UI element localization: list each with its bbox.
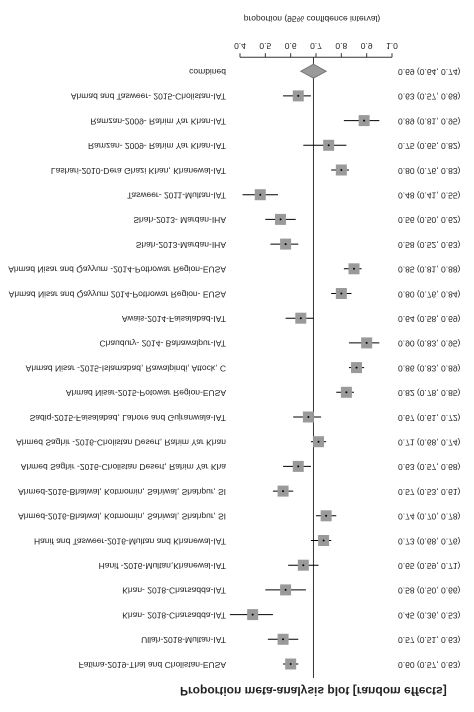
study-label: Shah-2013-Mardan-IHA — [136, 240, 227, 250]
estimate-dot — [355, 366, 358, 369]
study-label: Khan- 2018-Charsadda-IAT — [122, 586, 226, 596]
x-tick-label: 0.5 — [259, 41, 271, 51]
ci-label: 0.48 (0.41, 0.55) — [398, 190, 461, 200]
estimate-dot — [297, 94, 300, 97]
study-label: Chaudury- 2014- Bahawalpur-IAT — [100, 339, 226, 349]
study-label: Shah-2013- Mardan-IHA — [133, 215, 226, 225]
ci-label: 0.57 (0.51, 0.63) — [398, 635, 461, 645]
ci-label: 0.80 (0.76, 0.83) — [398, 166, 461, 176]
chart-title: Proportion meta-analysis plot [random ef… — [180, 684, 447, 698]
estimate-dot — [340, 292, 343, 295]
estimate-dot — [284, 243, 287, 246]
study-label: Ahmed Saghir -2016-Cholistan Desert, Rah… — [21, 462, 226, 472]
study-label: Ahmad and Tasweer- 2015-Cholistan-IAT — [71, 92, 226, 102]
ci-label: 0.45 (0.36, 0.53) — [398, 610, 461, 620]
estimate-dot — [299, 317, 302, 320]
x-tick-label: 0.6 — [285, 41, 297, 51]
estimate-dot — [282, 490, 285, 493]
study-label: Hanif and Tasweer-2016-Multan and Khanew… — [34, 536, 226, 546]
ci-label: 0.90 (0.83, 0.95) — [398, 339, 461, 349]
study-label: Khan- 2018-Charsadda-IAT — [122, 610, 226, 620]
ci-label: 0.74 (0.70, 0.78) — [398, 512, 461, 522]
ci-label: 0.73 (0.68, 0.76) — [398, 536, 461, 546]
ci-label: 0.86 (0.83, 0.89) — [398, 363, 461, 373]
combined-diamond — [299, 63, 328, 79]
study-label: Sadiq-2015-Faisalabad, Lahore and Gujran… — [30, 413, 226, 423]
estimate-dot — [302, 564, 305, 567]
estimate-dot — [345, 391, 348, 394]
study-label: Ahmad Nisar -2015-Islamabad, Rawalpindi,… — [26, 363, 226, 373]
ci-label: 0.58 (0.50, 0.66) — [398, 586, 461, 596]
study-label: Ahmed Saghir -2016-Cholistan Desert, Rah… — [16, 437, 226, 447]
x-tick-label: 1.0 — [386, 41, 398, 51]
study-label: Ahmed-2016-Bhalwal, Kotmomin, Sahiwal, S… — [18, 487, 226, 497]
estimate-dot — [327, 144, 330, 147]
estimate-dot — [325, 514, 328, 517]
estimate-dot — [251, 613, 254, 616]
ci-label: 0.89 (0.81, 0.95) — [398, 116, 461, 126]
estimate-dot — [284, 588, 287, 591]
ci-label: 0.82 (0.78, 0.85) — [398, 388, 461, 398]
study-label: Ahmed-2016-Bhalwal, Kotmomin, Sahiwal, S… — [18, 512, 226, 522]
estimate-dot — [317, 440, 320, 443]
ci-label: 0.63 (0.57, 0.68) — [398, 92, 461, 102]
study-label: Ahmad Nisar and Qayyum -2014-Pothowar Re… — [8, 265, 226, 275]
estimate-dot — [353, 267, 355, 270]
estimate-dot — [365, 341, 368, 344]
estimate-dot — [297, 465, 300, 468]
study-label: Fatima-2019-Thal and Cholistan-EUSA — [79, 660, 227, 670]
study-label: Ramzan- 2009- Rahim Yar Khan-IAT — [88, 141, 226, 151]
ci-label: 0.80 (0.76, 0.84) — [398, 289, 461, 299]
ci-label: 0.75 (0.65, 0.82) — [398, 141, 461, 151]
x-tick-label: 0.8 — [335, 41, 347, 51]
ci-label: 0.56 (0.50, 0.62) — [398, 215, 461, 225]
ci-label: 0.67 (0.61, 0.72) — [398, 413, 461, 423]
ci-label: 0.71 (0.68, 0.74) — [398, 437, 461, 447]
estimate-dot — [322, 539, 325, 542]
x-axis-label: proportion (95% confidence interval) — [244, 14, 381, 24]
study-label: Ramzan-2009- Rahim Yar Khan-IAT — [90, 116, 226, 126]
combined-ci-label: 0.69 (0.64, 0.74) — [398, 67, 461, 77]
study-label: Tasweer- 2011-Multan-IAT — [127, 190, 226, 200]
ci-label: 0.64 (0.58, 0.69) — [398, 314, 461, 324]
estimate-dot — [279, 218, 282, 221]
estimate-dot — [307, 416, 310, 418]
ci-label: 0.65 (0.59, 0.71) — [398, 561, 461, 571]
ci-label: 0.63 (0.57, 0.68) — [398, 462, 461, 472]
x-tick-label: 0.9 — [361, 41, 373, 51]
x-tick-label: 0.4 — [234, 41, 246, 51]
ci-label: 0.58 (0.52, 0.63) — [398, 240, 461, 250]
ci-label: 0.85 (0.81, 0.88) — [398, 265, 461, 275]
ci-label: 0.60 (0.57, 0.63) — [398, 660, 461, 670]
estimate-dot — [340, 169, 343, 171]
study-label: Awais-2014-Faisalabad-IAT — [122, 314, 226, 324]
study-label: Ahmad Nisar and Qayyum 2014-Pothowar Reg… — [9, 289, 227, 299]
study-label: Ahmad Nisar-2015-Potowar Region-EUSA — [66, 388, 226, 398]
study-label: Ullah-2018-Multan-IAT — [141, 635, 226, 645]
estimate-dot — [363, 119, 366, 122]
estimate-dot — [289, 663, 292, 665]
study-label: Lashari-2010-Dera Ghazi Khan, Khanewal-I… — [51, 166, 226, 176]
estimate-dot — [282, 638, 285, 641]
x-tick-label: 0.7 — [310, 41, 322, 51]
ci-label: 0.57 (0.53, 0.61) — [398, 487, 461, 497]
combined-label: combined — [189, 67, 226, 77]
estimate-dot — [259, 193, 262, 196]
study-label: Hanif -2016-Multan,Khanewal-IAT — [99, 561, 226, 571]
